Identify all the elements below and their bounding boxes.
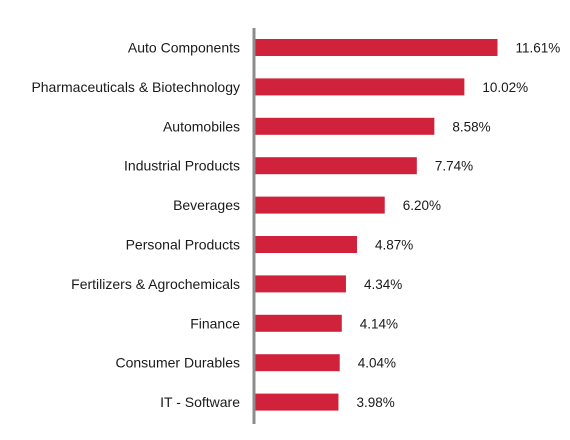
value-label: 11.61%	[516, 41, 561, 56]
bar	[255, 354, 340, 372]
value-label: 10.02%	[482, 80, 528, 95]
bar	[255, 393, 339, 411]
bar	[255, 117, 435, 135]
value-label: 8.58%	[452, 119, 490, 134]
bar	[255, 39, 498, 56]
category-label: Auto Components	[128, 40, 240, 56]
value-label: 4.04%	[358, 356, 396, 371]
value-label: 3.98%	[356, 395, 394, 410]
bar	[255, 314, 342, 332]
value-label: 6.20%	[403, 198, 441, 213]
value-label: 4.34%	[364, 277, 402, 292]
category-label: Fertilizers & Agrochemicals	[71, 276, 240, 292]
bar	[255, 78, 465, 96]
bar	[255, 275, 346, 293]
category-label: Automobiles	[163, 118, 240, 134]
category-label: Industrial Products	[124, 158, 240, 174]
category-label: Personal Products	[126, 237, 240, 253]
bar	[255, 196, 385, 214]
value-label: 7.74%	[435, 159, 473, 174]
category-label: Consumer Durables	[116, 355, 241, 371]
category-label: Pharmaceuticals & Biotechnology	[31, 79, 240, 95]
value-label: 4.14%	[360, 316, 398, 331]
category-label: Beverages	[173, 197, 240, 213]
bar	[255, 157, 417, 175]
category-label: IT - Software	[160, 394, 240, 410]
category-label: Finance	[190, 315, 240, 331]
value-label: 4.87%	[375, 238, 413, 253]
bar	[255, 236, 358, 253]
